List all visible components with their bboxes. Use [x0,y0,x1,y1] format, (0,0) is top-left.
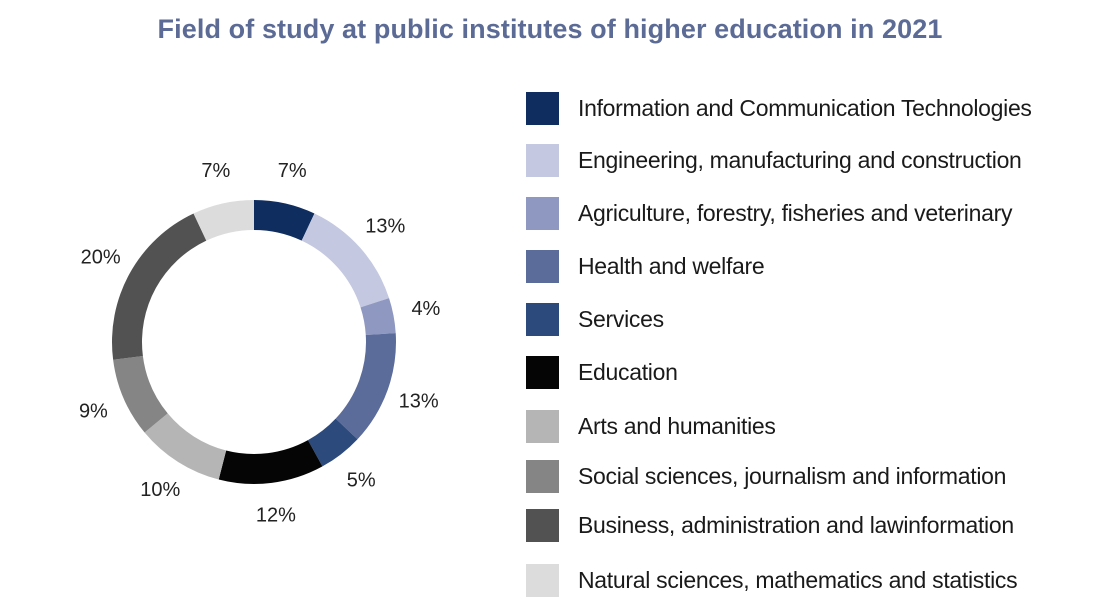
legend-label: Agriculture, forestry, fisheries and vet… [578,199,1013,226]
legend-swatch [526,563,559,597]
donut-slice [301,213,390,308]
legend-swatch [526,196,559,230]
donut-labels: 7% 13% 4% 13% 5% 12% 10% 9% 20% 7% [79,160,441,526]
slice-label: 10% [140,479,180,501]
legend-item: Services [526,302,664,336]
slice-label: 5% [347,469,376,491]
donut-slice [254,200,315,241]
legend-label: Information and Communication Technologi… [578,94,1032,121]
legend-swatch [526,91,559,125]
legend-item: Engineering, manufacturing and construct… [526,143,1022,177]
donut-slice [335,333,396,440]
donut-slice [111,213,207,360]
legend-item: Arts and humanities [526,409,776,443]
donut-slice [307,418,358,467]
legend-label: Business, administration and lawinformat… [578,511,1014,538]
donut-chart: 7% 13% 4% 13% 5% 12% 10% 9% 20% 7% [79,160,441,526]
legend-item: Agriculture, forestry, fisheries and vet… [526,196,1012,230]
donut-slice [218,440,323,484]
donut-slice [113,356,168,433]
slice-label: 4% [411,298,440,320]
slice-label: 7% [278,160,307,182]
legend-item: Business, administration and lawinformat… [526,508,1014,542]
legend-swatch [526,409,559,443]
legend-swatch [526,508,559,542]
legend-item: Natural sciences, mathematics and statis… [526,563,1018,597]
chart-title: Field of study at public institutes of h… [157,14,943,44]
slice-label: 20% [81,247,121,269]
legend-label: Social sciences, journalism and informat… [578,462,1007,489]
legend-item: Social sciences, journalism and informat… [526,459,1006,493]
legend-swatch [526,249,559,283]
legend-swatch [526,143,559,177]
legend-item: Education [526,355,678,389]
legend-item: Information and Communication Technologi… [526,91,1032,125]
legend-label: Health and welfare [578,252,765,279]
legend-label: Natural sciences, mathematics and statis… [578,566,1018,593]
donut-slices [111,200,396,484]
legend-swatch [526,302,559,336]
legend-item: Health and welfare [526,249,765,283]
legend-swatch [526,355,559,389]
donut-slice [193,200,254,241]
slice-label: 13% [399,390,439,412]
legend-label: Services [578,305,664,332]
legend-swatch [526,459,559,493]
donut-slice [360,298,396,335]
legend-label: Education [578,358,678,385]
slice-label: 7% [201,160,230,182]
slice-label: 12% [256,505,296,527]
donut-slice [144,413,227,480]
legend-label: Arts and humanities [578,412,776,439]
slice-label: 9% [79,401,108,423]
slice-label: 13% [365,215,405,237]
legend-label: Engineering, manufacturing and construct… [578,146,1022,173]
